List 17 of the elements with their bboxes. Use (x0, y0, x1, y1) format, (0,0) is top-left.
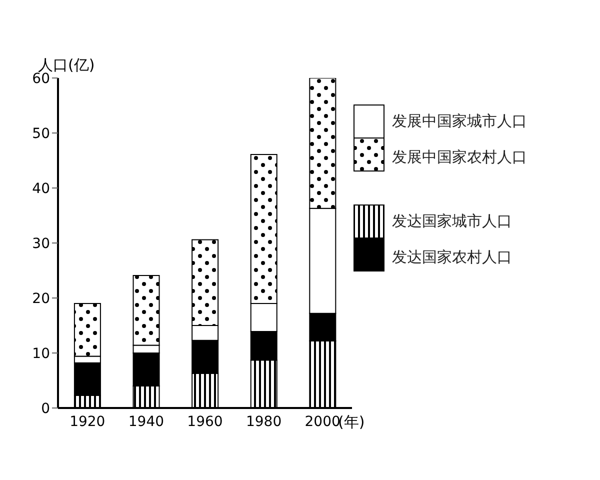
x-tick-label: 1960 (187, 414, 223, 430)
y-tick-label: 20 (32, 290, 50, 307)
x-tick-label: 2000 (304, 414, 340, 430)
y-tick-label: 40 (32, 180, 50, 197)
y-tick-label: 30 (32, 236, 50, 252)
x-tick-label: 1980 (246, 414, 282, 430)
y-tick-label: 0 (41, 400, 50, 417)
legend-label: 发展中国家城市人口 (392, 111, 527, 132)
y-tick-label: 50 (32, 126, 50, 142)
x-tick-label: 1940 (128, 414, 164, 430)
y-axis-title: 人口(亿) (38, 56, 95, 74)
x-axis-title: (年) (338, 413, 365, 432)
legend-label: 发达国家农村人口 (392, 247, 512, 268)
legend-label: 发展中国家农村人口 (392, 147, 527, 168)
legend-label: 发达国家城市人口 (392, 211, 512, 232)
x-tick-label: 1920 (70, 414, 106, 430)
y-tick-label: 10 (32, 346, 50, 362)
